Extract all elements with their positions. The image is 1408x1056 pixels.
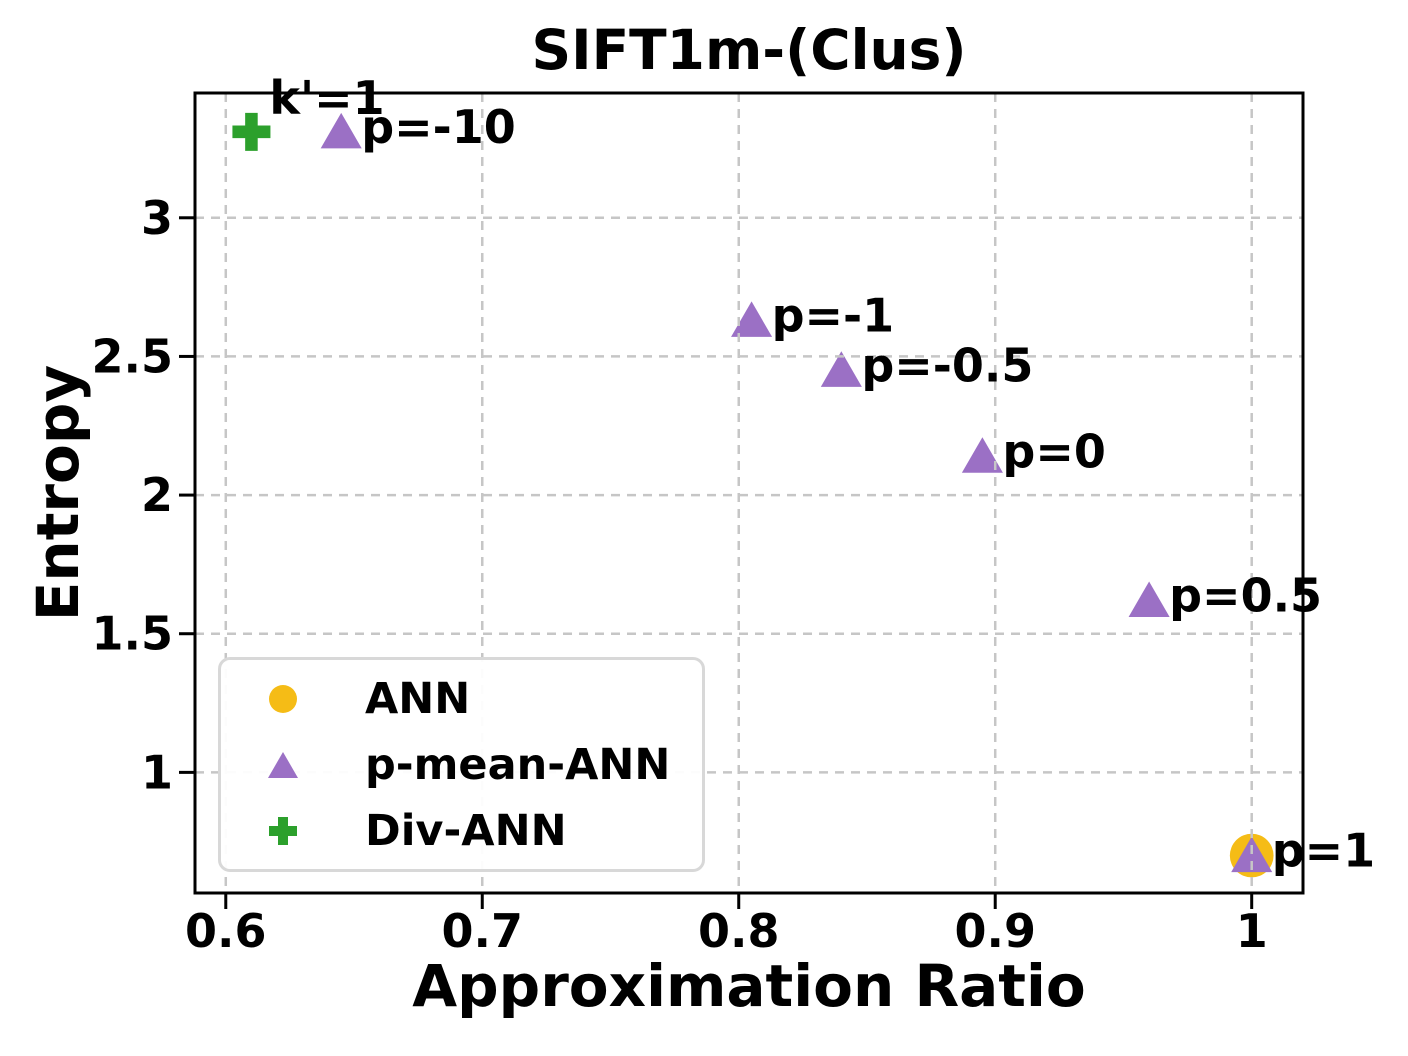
data-point-label: p=-0.5 — [861, 338, 1033, 392]
legend-triangle-icon — [268, 752, 298, 778]
marker-p-mean-ANN — [731, 301, 773, 337]
plot-border — [193, 91, 1305, 895]
marker-p-mean-ANN — [820, 351, 862, 387]
chart-title: SIFT1m-(Clus) — [531, 18, 967, 82]
data-point-label: p=-1 — [772, 288, 895, 342]
legend-item-Div-ANN: Div-ANN — [221, 798, 702, 864]
y-tick-label: 1.5 — [92, 607, 174, 661]
x-tick-label: 0.8 — [698, 904, 780, 958]
y-axis-label: Entropy — [24, 364, 92, 622]
x-axis-label: Approximation Ratio — [412, 952, 1086, 1020]
y-tick-label: 2 — [141, 468, 173, 522]
legend-label: Div-ANN — [365, 806, 567, 856]
y-tick-label: 1 — [141, 745, 173, 799]
legend: ANN p-mean-ANN Div-ANN — [218, 657, 705, 872]
data-point-label: k'=1 — [269, 71, 384, 125]
legend-item-ANN: ANN — [221, 666, 702, 732]
data-point-label: p=-10 — [361, 100, 516, 154]
legend-triangle-glyph — [268, 752, 298, 778]
legend-plus-icon — [269, 817, 297, 845]
y-tick-label: 2.5 — [92, 329, 174, 383]
marker-p-mean-ANN — [1128, 581, 1170, 617]
legend-item-p-mean-ANN: p-mean-ANN — [221, 732, 702, 798]
data-point-label: p=0.5 — [1169, 568, 1322, 622]
marker-p-mean-ANN — [320, 112, 362, 149]
legend-circle-glyph — [269, 685, 297, 713]
legend-plus-glyph — [269, 817, 297, 845]
data-point-label: p=1 — [1272, 824, 1375, 878]
x-tick-label: 0.9 — [954, 904, 1036, 958]
legend-circle-icon — [269, 685, 297, 713]
marker-p-mean-ANN — [1231, 836, 1273, 873]
x-tick-label: 1 — [1236, 904, 1268, 958]
legend-label: ANN — [365, 674, 471, 724]
legend-label: p-mean-ANN — [365, 740, 671, 790]
marker-p-mean-ANN — [961, 437, 1003, 473]
marker-Div-ANN — [232, 112, 271, 151]
x-tick-label: 0.7 — [442, 904, 524, 958]
y-tick-label: 3 — [141, 191, 173, 245]
x-tick-label: 0.6 — [185, 904, 267, 958]
data-point-label: p=0 — [1002, 424, 1105, 478]
